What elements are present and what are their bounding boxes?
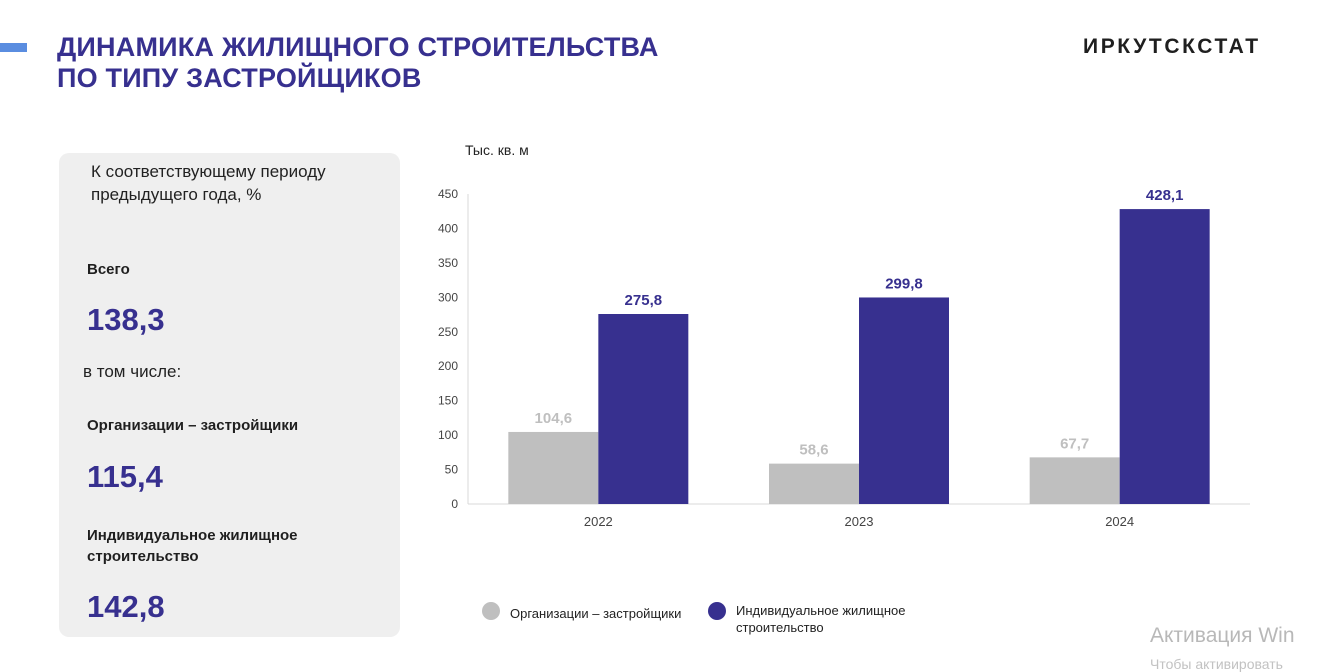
bar-individual [598, 314, 689, 504]
y-tick-label: 50 [445, 463, 459, 477]
y-tick-label: 300 [438, 290, 458, 304]
legend-swatch-individual [708, 602, 726, 620]
brand-logo: ИРКУТСКСТАТ [1083, 35, 1261, 58]
data-label-individual: 428,1 [1146, 187, 1184, 204]
bar-chart-svg: 0 50 100 150 200 250 300 350 400 450 2022 104,6 275,… [438, 187, 1250, 529]
data-label-individual: 299,8 [885, 275, 923, 292]
legend-label-individual: Индивидуальное жилищное строительство [736, 603, 906, 635]
accent-bar [0, 43, 27, 52]
including-label: в том числе: [83, 362, 182, 381]
legend-item-individual: Индивидуальное жилищное строительство [708, 602, 926, 636]
y-tick-label: 350 [438, 256, 458, 270]
org-label: Организации – застройщики [87, 417, 299, 434]
individual-label: Индивидуальное жилищное строительство [87, 527, 298, 565]
data-label-organizations: 104,6 [535, 410, 573, 427]
x-tick-label: 2024 [1105, 514, 1134, 529]
y-tick-label: 400 [438, 221, 458, 235]
bar-organizations [508, 431, 599, 504]
y-axis-unit-label: Тыс. кв. м [465, 142, 529, 158]
x-tick-label: 2023 [845, 514, 874, 529]
bar-individual [1119, 209, 1210, 504]
summary-panel [59, 153, 400, 637]
x-tick-label: 2022 [584, 514, 613, 529]
bar-individual [859, 297, 949, 504]
summary-note: К соответствующему периоду предыдущего г… [91, 162, 326, 204]
title-line-1: ДИНАМИКА ЖИЛИЩНОГО СТРОИТЕЛЬСТВА [57, 32, 659, 62]
bar-organizations [1029, 457, 1120, 504]
bar-organizations [769, 463, 859, 504]
page-title: ДИНАМИКА ЖИЛИЩНОГО СТРОИТЕЛЬСТВА ПО ТИПУ… [57, 32, 659, 94]
total-label: Всего [87, 261, 130, 278]
y-tick-label: 100 [438, 428, 458, 442]
legend-label-organizations: Организации – застройщики [510, 606, 682, 621]
org-value: 115,4 [87, 459, 163, 494]
bar-chart: 0 50 100 150 200 250 300 350 400 450 2022 104,6 275,… [420, 135, 1280, 545]
activation-watermark: Активация Win [1150, 624, 1295, 647]
y-tick-label: 150 [438, 394, 458, 408]
total-value: 138,3 [87, 302, 165, 337]
title-line-2: ПО ТИПУ ЗАСТРОЙЩИКОВ [57, 63, 422, 93]
y-tick-label: 200 [438, 359, 458, 373]
y-tick-label: 0 [451, 497, 458, 511]
legend-item-organizations: Организации – застройщики [482, 602, 710, 622]
y-tick-label: 250 [438, 325, 458, 339]
data-label-organizations: 58,6 [799, 442, 828, 459]
activation-watermark-sub: Чтобы активировать [1150, 656, 1283, 672]
individual-value: 142,8 [87, 589, 165, 624]
data-label-organizations: 67,7 [1060, 435, 1089, 452]
legend-swatch-organizations [482, 602, 500, 620]
data-label-individual: 275,8 [625, 292, 663, 309]
y-tick-label: 450 [438, 187, 458, 201]
